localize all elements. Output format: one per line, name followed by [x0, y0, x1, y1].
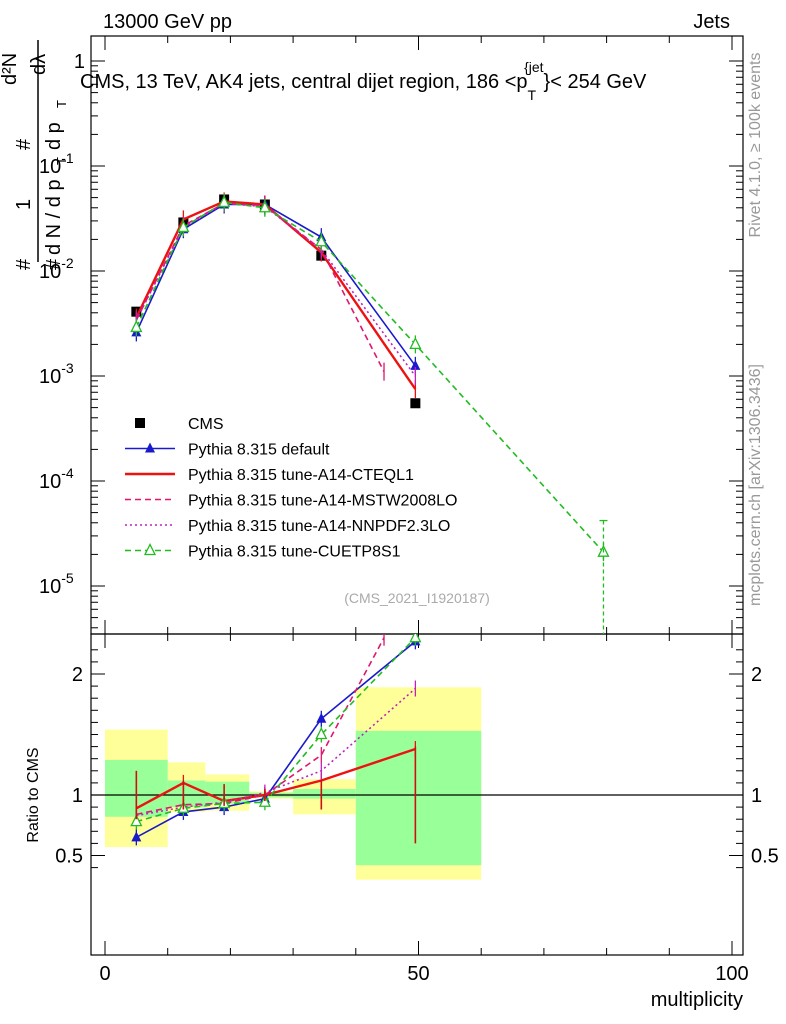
header-energy-label: 13000 GeV pp — [103, 11, 232, 33]
x-tick-label: 0 — [99, 963, 110, 985]
y-tick-label: 10-5 — [39, 570, 74, 598]
legend-label: Pythia 8.315 tune-CUETP8S1 — [188, 544, 401, 561]
legend-item: Pythia 8.315 tune-CUETP8S1 — [125, 543, 401, 561]
data-point — [258, 200, 271, 213]
y-tick-label: 10-4 — [39, 465, 74, 493]
ratio-point — [315, 727, 328, 740]
x-axis-label: multiplicity — [651, 989, 743, 1011]
data-point — [409, 336, 422, 350]
svg-text:T: T — [54, 157, 69, 165]
data-point — [218, 194, 231, 208]
legend-label: Pythia 8.315 tune-A14-CTEQL1 — [188, 467, 414, 484]
ratio-y-tick-label-right: 2 — [751, 664, 762, 686]
data-point — [315, 234, 328, 247]
y-axis-label-main: # # 1 d N / d p T # d p T d²N dλ — [0, 40, 69, 270]
legend-item: Pythia 8.315 default — [125, 442, 330, 459]
mcplots-label: mcplots.cern.ch [arXiv:1306.3436] — [747, 364, 764, 606]
legend-item: Pythia 8.315 tune-A14-MSTW2008LO — [125, 493, 457, 510]
legend: CMS Pythia 8.315 default Pythia 8.315 tune… — [125, 416, 457, 561]
data-point — [177, 219, 190, 233]
x-tick-label: 50 — [407, 963, 429, 985]
svg-text:1: 1 — [13, 199, 35, 210]
ratio-point — [131, 831, 142, 842]
ratio-bands — [105, 687, 482, 880]
y-tick-label: 10-2 — [39, 255, 74, 283]
svg-text:d N / d p: d N / d p — [43, 179, 65, 255]
data-point — [410, 398, 421, 409]
y-axis-label-ratio: Ratio to CMS — [25, 747, 42, 842]
legend-label: Pythia 8.315 tune-A14-NNPDF2.3LO — [188, 518, 450, 535]
ratio-point — [258, 794, 271, 807]
svg-text:d²N: d²N — [0, 53, 21, 85]
legend-label: CMS — [188, 416, 224, 433]
svg-text:#: # — [13, 258, 35, 270]
svg-text:T: T — [54, 100, 69, 108]
legend-label: Pythia 8.315 default — [188, 442, 330, 459]
ratio-y-tick-label: 1 — [72, 785, 83, 807]
data-point — [130, 319, 143, 333]
chart-title: CMS, 13 TeV, AK4 jets, central dijet reg… — [80, 59, 647, 103]
ratio-y-tick-label: 0.5 — [55, 846, 83, 868]
legend-marker — [143, 543, 157, 556]
series-layer — [130, 192, 610, 846]
x-tick-label: 100 — [715, 963, 748, 985]
series-line-ratio — [136, 637, 416, 823]
series-line-ratio — [136, 637, 385, 816]
ratio-point — [130, 814, 143, 827]
ratio-y-tick-label: 2 — [72, 664, 83, 686]
header-jets-label: Jets — [693, 11, 730, 33]
ratio-y-tick-label-right: 0.5 — [751, 846, 779, 868]
legend-item: Pythia 8.315 tune-A14-NNPDF2.3LO — [125, 518, 450, 535]
svg-text:#: # — [43, 258, 65, 270]
legend-marker — [145, 442, 155, 453]
y-tick-label: 10-3 — [39, 360, 74, 388]
svg-text:dλ: dλ — [28, 54, 50, 75]
svg-text:#: # — [13, 138, 35, 150]
ratio-point — [316, 712, 327, 723]
ratio-point — [409, 634, 422, 643]
legend-item: Pythia 8.315 tune-A14-CTEQL1 — [125, 467, 414, 484]
band-stat — [293, 788, 356, 799]
band-stat — [355, 730, 482, 866]
analysis-watermark: (CMS_2021_I1920187) — [344, 590, 490, 606]
legend-marker — [135, 418, 145, 428]
y-tick-label: 10-1 — [39, 150, 74, 178]
legend-item: CMS — [135, 416, 224, 433]
svg-text:d p: d p — [43, 122, 65, 150]
series-line-ratio — [135, 747, 416, 810]
legend-label: Pythia 8.315 tune-A14-MSTW2008LO — [188, 493, 457, 510]
rivet-label: Rivet 4.1.0, ≥ 100k events — [747, 53, 764, 238]
data-point — [410, 359, 421, 370]
series-line-main — [135, 200, 417, 390]
ratio-y-tick-label-right: 1 — [751, 785, 762, 807]
y-tick-label: 1 — [74, 51, 85, 73]
